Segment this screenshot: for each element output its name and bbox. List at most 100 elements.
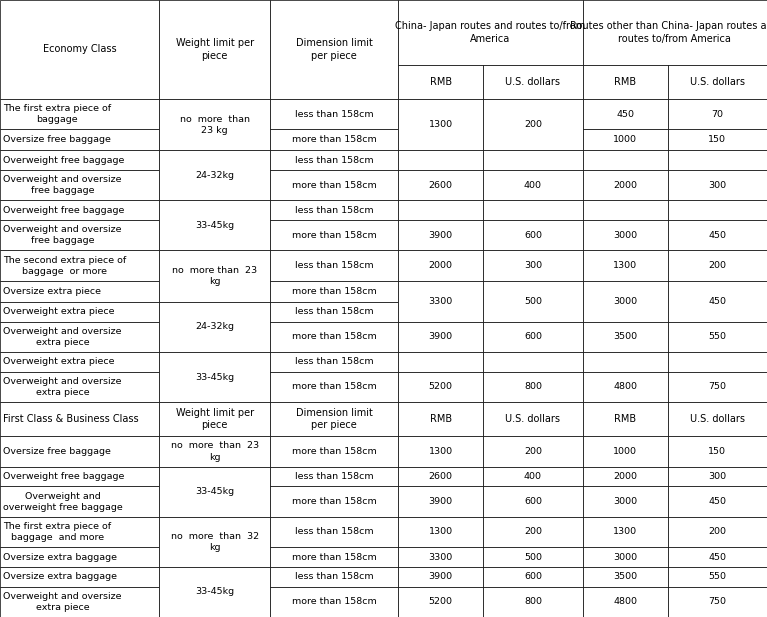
Bar <box>483 99 583 151</box>
Bar <box>0 587 159 617</box>
Text: 2000: 2000 <box>613 181 637 190</box>
Text: Overweight and oversize
free baggage: Overweight and oversize free baggage <box>3 175 121 196</box>
Bar <box>483 587 583 617</box>
Text: 450: 450 <box>709 297 726 306</box>
Text: 300: 300 <box>708 181 726 190</box>
Bar <box>0 486 159 517</box>
Bar <box>483 466 583 486</box>
Bar <box>668 466 767 486</box>
Bar <box>398 251 483 281</box>
Text: 1300: 1300 <box>613 261 637 270</box>
Bar <box>583 352 668 372</box>
Text: 3300: 3300 <box>429 552 453 561</box>
Bar <box>668 170 767 201</box>
Bar <box>583 151 668 170</box>
Bar <box>668 402 767 436</box>
Bar <box>398 547 483 567</box>
Text: 200: 200 <box>524 447 542 456</box>
Text: 500: 500 <box>524 297 542 306</box>
Text: no  more  than  32
kg: no more than 32 kg <box>170 532 258 552</box>
Text: 150: 150 <box>709 447 726 456</box>
Bar <box>398 281 483 321</box>
Text: less than 158cm: less than 158cm <box>295 573 374 581</box>
Bar <box>398 567 483 587</box>
Text: more than 158cm: more than 158cm <box>292 181 377 190</box>
Text: 1300: 1300 <box>429 528 453 536</box>
Text: 800: 800 <box>524 597 542 607</box>
Text: Overweight extra piece: Overweight extra piece <box>3 357 114 366</box>
Bar <box>271 251 398 281</box>
Text: 300: 300 <box>524 261 542 270</box>
Bar <box>0 0 159 99</box>
Text: Overweight and oversize
extra piece: Overweight and oversize extra piece <box>3 592 121 612</box>
Bar <box>483 402 583 436</box>
Bar <box>398 201 483 220</box>
Bar <box>668 129 767 151</box>
Text: 3900: 3900 <box>429 333 453 341</box>
Bar <box>483 65 583 99</box>
Text: Dimension limit
per piece: Dimension limit per piece <box>296 38 373 60</box>
Text: 450: 450 <box>616 110 634 118</box>
Text: more than 158cm: more than 158cm <box>292 333 377 341</box>
Text: less than 158cm: less than 158cm <box>295 357 374 366</box>
Text: 200: 200 <box>709 528 726 536</box>
Text: 750: 750 <box>709 597 726 607</box>
Bar <box>583 251 668 281</box>
Bar <box>583 170 668 201</box>
Text: Oversize extra baggage: Oversize extra baggage <box>3 552 117 561</box>
Bar <box>398 0 583 65</box>
Bar <box>483 352 583 372</box>
Bar <box>271 372 398 402</box>
Bar <box>0 567 159 587</box>
Bar <box>398 372 483 402</box>
Text: 3000: 3000 <box>613 497 637 506</box>
Bar <box>668 201 767 220</box>
Text: U.S. dollars: U.S. dollars <box>690 77 745 87</box>
Bar <box>668 436 767 466</box>
Bar <box>0 352 159 372</box>
Bar <box>0 170 159 201</box>
Bar <box>483 170 583 201</box>
Bar <box>483 151 583 170</box>
Bar <box>583 129 668 151</box>
Bar <box>583 402 668 436</box>
Bar <box>271 151 398 170</box>
Text: more than 158cm: more than 158cm <box>292 287 377 296</box>
Bar <box>159 352 271 402</box>
Text: more than 158cm: more than 158cm <box>292 447 377 456</box>
Text: 400: 400 <box>524 181 542 190</box>
Text: The second extra piece of
baggage  or more: The second extra piece of baggage or mor… <box>3 255 127 276</box>
Bar <box>398 321 483 352</box>
Text: 1000: 1000 <box>613 135 637 144</box>
Text: more than 158cm: more than 158cm <box>292 497 377 506</box>
Text: Routes other than China- Japan routes and
routes to/from America: Routes other than China- Japan routes an… <box>571 21 767 44</box>
Text: 3900: 3900 <box>429 497 453 506</box>
Text: 3500: 3500 <box>613 333 637 341</box>
Bar <box>668 547 767 567</box>
Bar <box>271 99 398 129</box>
Bar <box>159 0 271 99</box>
Text: 200: 200 <box>709 261 726 270</box>
Text: 2000: 2000 <box>613 472 637 481</box>
Bar <box>271 587 398 617</box>
Text: 600: 600 <box>524 573 542 581</box>
Bar <box>271 201 398 220</box>
Bar <box>483 372 583 402</box>
Text: 550: 550 <box>709 333 726 341</box>
Bar <box>398 170 483 201</box>
Bar <box>398 486 483 517</box>
Text: 3500: 3500 <box>613 573 637 581</box>
Text: 33-45kg: 33-45kg <box>195 373 234 381</box>
Text: 450: 450 <box>709 552 726 561</box>
Text: Dimension limit
per piece: Dimension limit per piece <box>296 408 373 431</box>
Text: The first extra piece of
baggage  and more: The first extra piece of baggage and mor… <box>3 522 111 542</box>
Text: more than 158cm: more than 158cm <box>292 552 377 561</box>
Text: Overweight and oversize
free baggage: Overweight and oversize free baggage <box>3 225 121 246</box>
Text: 3000: 3000 <box>613 297 637 306</box>
Text: 1000: 1000 <box>613 447 637 456</box>
Text: 4800: 4800 <box>613 597 637 607</box>
Bar <box>159 302 271 352</box>
Text: U.S. dollars: U.S. dollars <box>505 414 561 424</box>
Bar <box>271 281 398 302</box>
Text: 2600: 2600 <box>429 181 453 190</box>
